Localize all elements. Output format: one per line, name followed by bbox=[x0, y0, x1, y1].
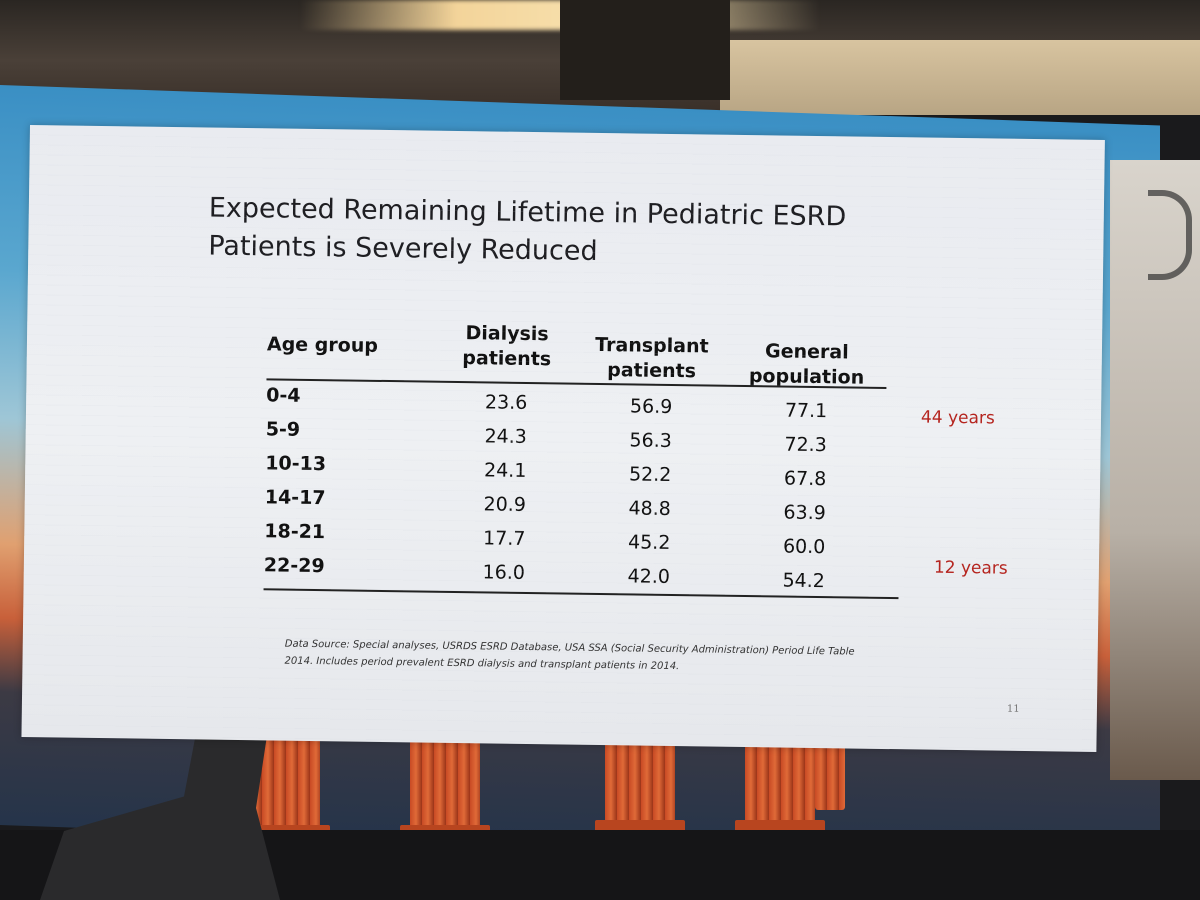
header-transplant-line-1: Transplant bbox=[595, 333, 709, 358]
row-dialysis-0: 23.6 bbox=[484, 391, 528, 414]
row-age-3: 14-17 bbox=[264, 486, 326, 510]
header-general-line-1: General bbox=[764, 340, 849, 364]
row-transplant-0: 56.9 bbox=[629, 395, 673, 418]
row-dialysis-5: 16.0 bbox=[482, 561, 526, 584]
row-transplant-5: 42.0 bbox=[627, 565, 671, 588]
slide-title: Expected Remaining Lifetime in Pediatric… bbox=[208, 190, 909, 276]
header-general: General population bbox=[741, 339, 872, 391]
row-general-5: 54.2 bbox=[782, 569, 826, 593]
header-age-label: Age group bbox=[266, 333, 379, 357]
row-general-4: 60.0 bbox=[782, 535, 826, 559]
row-age-1: 5-9 bbox=[265, 418, 301, 441]
header-transplant: Transplant patients bbox=[586, 333, 717, 385]
note-44-years: 44 years bbox=[920, 407, 995, 429]
ceiling-panel bbox=[720, 40, 1200, 115]
row-dialysis-1: 24.3 bbox=[484, 425, 528, 448]
life-expectancy-table: Age group Dialysis patients Transplant p… bbox=[263, 318, 907, 600]
row-transplant-4: 45.2 bbox=[627, 531, 671, 554]
event-logo bbox=[1148, 190, 1192, 280]
row-dialysis-3: 20.9 bbox=[483, 493, 527, 516]
header-transplant-line-2: patients bbox=[607, 359, 697, 383]
row-dialysis-2: 24.1 bbox=[483, 459, 527, 482]
row-general-3: 63.9 bbox=[783, 501, 826, 525]
column-3 bbox=[605, 735, 675, 830]
row-transplant-3: 48.8 bbox=[628, 497, 672, 520]
row-age-5: 22-29 bbox=[263, 554, 325, 578]
row-transplant-2: 52.2 bbox=[628, 463, 672, 486]
column-2 bbox=[410, 735, 480, 835]
row-age-0: 0-4 bbox=[266, 384, 301, 407]
data-source-note: Data Source: Special analyses, USRDS ESR… bbox=[284, 636, 924, 679]
header-dialysis: Dialysis patients bbox=[447, 321, 568, 373]
row-age-2: 10-13 bbox=[265, 452, 327, 476]
slide-page-number: 11 bbox=[1006, 703, 1020, 715]
row-dialysis-4: 17.7 bbox=[482, 527, 526, 550]
row-age-4: 18-21 bbox=[264, 520, 326, 544]
row-general-2: 67.8 bbox=[783, 467, 827, 491]
presentation-slide: Expected Remaining Lifetime in Pediatric… bbox=[21, 125, 1105, 752]
row-general-1: 72.3 bbox=[784, 433, 827, 457]
row-general-0: 77.1 bbox=[784, 399, 828, 423]
row-transplant-1: 56.3 bbox=[629, 429, 672, 452]
header-age-group: Age group bbox=[267, 332, 378, 359]
header-dialysis-line-2: patients bbox=[462, 347, 552, 371]
ceiling-beam bbox=[560, 0, 730, 100]
header-dialysis-line-1: Dialysis bbox=[465, 322, 549, 346]
note-12-years: 12 years bbox=[933, 557, 1008, 579]
